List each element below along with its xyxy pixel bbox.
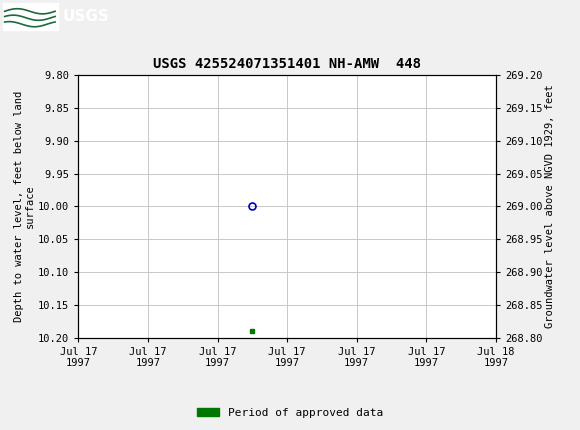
FancyBboxPatch shape <box>3 3 58 30</box>
Legend: Period of approved data: Period of approved data <box>193 403 387 422</box>
Y-axis label: Depth to water level, feet below land
surface: Depth to water level, feet below land su… <box>14 91 35 322</box>
Title: USGS 425524071351401 NH-AMW  448: USGS 425524071351401 NH-AMW 448 <box>153 57 421 71</box>
Text: USGS: USGS <box>63 9 110 24</box>
Y-axis label: Groundwater level above NGVD 1929, feet: Groundwater level above NGVD 1929, feet <box>545 85 555 328</box>
